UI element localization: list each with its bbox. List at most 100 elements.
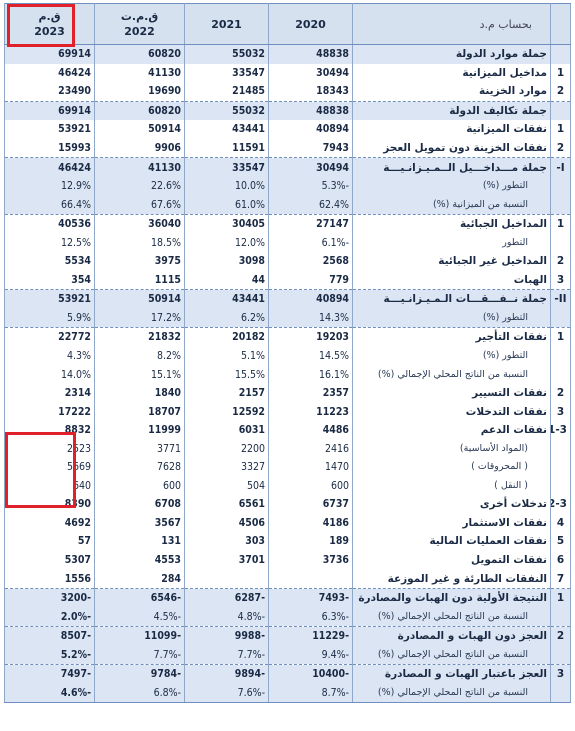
row-index: 2 bbox=[550, 626, 571, 646]
value-cell: 60820 bbox=[94, 43, 185, 64]
value-cell: 43441 bbox=[184, 289, 269, 309]
row-label: النسبة من الناتج المحلي الإجمالي (%) bbox=[352, 365, 551, 384]
row-index bbox=[550, 233, 571, 253]
table-row: 5 نفقات العمليات المالية 189 303 131 57 bbox=[4, 532, 571, 551]
table-row: التطور (%) -5.3% 10.0% 22.6% 12.9% bbox=[4, 176, 571, 196]
row-index: 5 bbox=[550, 532, 571, 551]
value-cell: 5.1% bbox=[184, 346, 269, 366]
value-cell: 4553 bbox=[94, 550, 185, 570]
value-cell: 11223 bbox=[268, 402, 353, 421]
row-label: مداخيل الميزانية bbox=[352, 63, 551, 83]
row-label: موارد الخزينة bbox=[352, 82, 551, 102]
value-cell: -6.1% bbox=[268, 233, 353, 253]
row-label: جملة نــفـــقـــات الـمـيـزانـيـــة bbox=[352, 289, 551, 309]
row-index: 2-3 bbox=[550, 495, 571, 514]
value-cell: 15.1% bbox=[94, 365, 185, 384]
value-cell: -11099 bbox=[94, 626, 185, 646]
value-cell: 30494 bbox=[268, 63, 353, 83]
row-label: التطور (%) bbox=[352, 346, 551, 366]
value-cell: 36040 bbox=[94, 214, 185, 234]
value-cell: 41130 bbox=[94, 157, 185, 177]
row-index: II- bbox=[550, 289, 571, 309]
row-label: التطور (%) bbox=[352, 176, 551, 196]
table-row: ( المحروقات ) 1470 3327 7628 5669 bbox=[4, 458, 571, 477]
header-index-cell bbox=[550, 3, 571, 45]
table-row: التطور (%) 14.3% 6.2% 17.2% 5.9% bbox=[4, 308, 571, 329]
value-cell: 354 bbox=[4, 270, 95, 291]
value-cell: 2568 bbox=[268, 252, 353, 271]
row-label: المداخيل الجبائية bbox=[352, 214, 551, 234]
header-year-bottom: 2022 bbox=[124, 25, 155, 38]
value-cell: -4.5% bbox=[94, 607, 185, 627]
value-cell: 14.3% bbox=[268, 308, 353, 329]
row-label: نفقات الدعم bbox=[352, 420, 551, 440]
value-cell: 41130 bbox=[94, 63, 185, 83]
value-cell: -3200 bbox=[4, 588, 95, 608]
header-year-2023: ق.م 2023 bbox=[4, 3, 95, 45]
value-cell: 19690 bbox=[94, 82, 185, 102]
row-index: 3 bbox=[550, 664, 571, 684]
row-index: 1 bbox=[550, 120, 571, 139]
value-cell: -7493 bbox=[268, 588, 353, 608]
table-row: 3 نفقات التدخلات 11223 12592 18707 17222 bbox=[4, 402, 571, 421]
header-year-2022: ق.م.ت 2022 bbox=[94, 3, 185, 45]
value-cell: -9988 bbox=[184, 626, 269, 646]
row-label: نفقات التأجير bbox=[352, 327, 551, 347]
value-cell: 40536 bbox=[4, 214, 95, 234]
row-index: 1 bbox=[550, 588, 571, 608]
row-index bbox=[550, 458, 571, 477]
value-cell: 15.5% bbox=[184, 365, 269, 384]
row-index: 3 bbox=[550, 402, 571, 421]
header-year-bottom: 2023 bbox=[34, 25, 65, 38]
row-index bbox=[550, 607, 571, 627]
value-cell: 1115 bbox=[94, 270, 185, 291]
row-label: جملة تكاليف الدولة bbox=[352, 101, 551, 121]
row-index: 2 bbox=[550, 82, 571, 102]
value-cell: -11229 bbox=[268, 626, 353, 646]
value-cell: 1470 bbox=[268, 458, 353, 477]
table-row: (المواد الأساسية) 2416 2200 3771 2523 bbox=[4, 439, 571, 459]
value-cell: 44 bbox=[184, 270, 269, 291]
row-label: ( النقل ) bbox=[352, 476, 551, 496]
value-cell: 284 bbox=[94, 569, 185, 589]
budget-table-container: بحساب م.د 2020 2021 ق.م.ت 2022 ق.م 2023 bbox=[4, 3, 571, 704]
table-row: 1 النتيجة الأولية دون الهبات والمصادرة -74… bbox=[4, 588, 571, 608]
value-cell: 12.5% bbox=[4, 233, 95, 253]
row-label: التطور (%) bbox=[352, 308, 551, 329]
row-label: العجز باعتبار الهبات و المصادرة bbox=[352, 664, 551, 684]
value-cell: 3701 bbox=[184, 550, 269, 570]
row-index: 4 bbox=[550, 513, 571, 533]
value-cell: 3771 bbox=[94, 439, 185, 459]
budget-table-body: بحساب م.د 2020 2021 ق.م.ت 2022 ق.م 2023 bbox=[4, 3, 571, 704]
row-index bbox=[550, 43, 571, 64]
table-row: 1 نفقات التأجير 19203 20182 21832 22772 bbox=[4, 327, 571, 347]
table-row: النسبة من الناتج المحلي الإجمالي (%) -9.4… bbox=[4, 645, 571, 666]
row-label: نفقات الخزينة دون تمويل العجز bbox=[352, 138, 551, 159]
value-cell: 69914 bbox=[4, 101, 95, 121]
row-index bbox=[550, 346, 571, 366]
value-cell: 5534 bbox=[4, 252, 95, 271]
header-year-bottom: 2020 bbox=[295, 17, 326, 31]
row-label: نفقات الاستثمار bbox=[352, 513, 551, 533]
value-cell: -4.6% bbox=[4, 683, 95, 704]
value-cell: 4692 bbox=[4, 513, 95, 533]
value-cell: 12.0% bbox=[184, 233, 269, 253]
value-cell: 67.6% bbox=[94, 195, 185, 215]
value-cell: 2416 bbox=[268, 439, 353, 459]
row-index bbox=[550, 439, 571, 459]
row-index bbox=[550, 683, 571, 704]
value-cell: 46424 bbox=[4, 157, 95, 177]
row-index: I- bbox=[550, 157, 571, 177]
value-cell: 53921 bbox=[4, 120, 95, 139]
value-cell: 53921 bbox=[4, 289, 95, 309]
table-row: 2 موارد الخزينة 18343 21485 19690 23490 bbox=[4, 82, 571, 102]
table-row: النسبة من الناتج المحلي الإجمالي (%) 16.1… bbox=[4, 365, 571, 384]
value-cell: 22772 bbox=[4, 327, 95, 347]
row-label: نفقات التسيير bbox=[352, 383, 551, 403]
value-cell: 3098 bbox=[184, 252, 269, 271]
row-label: النسبة من الناتج المحلي الإجمالي (%) bbox=[352, 645, 551, 666]
value-cell: 6737 bbox=[268, 495, 353, 514]
table-row: التطور (%) 14.5% 5.1% 8.2% 4.3% bbox=[4, 346, 571, 366]
value-cell: -2.0% bbox=[4, 607, 95, 627]
value-cell: 600 bbox=[94, 476, 185, 496]
